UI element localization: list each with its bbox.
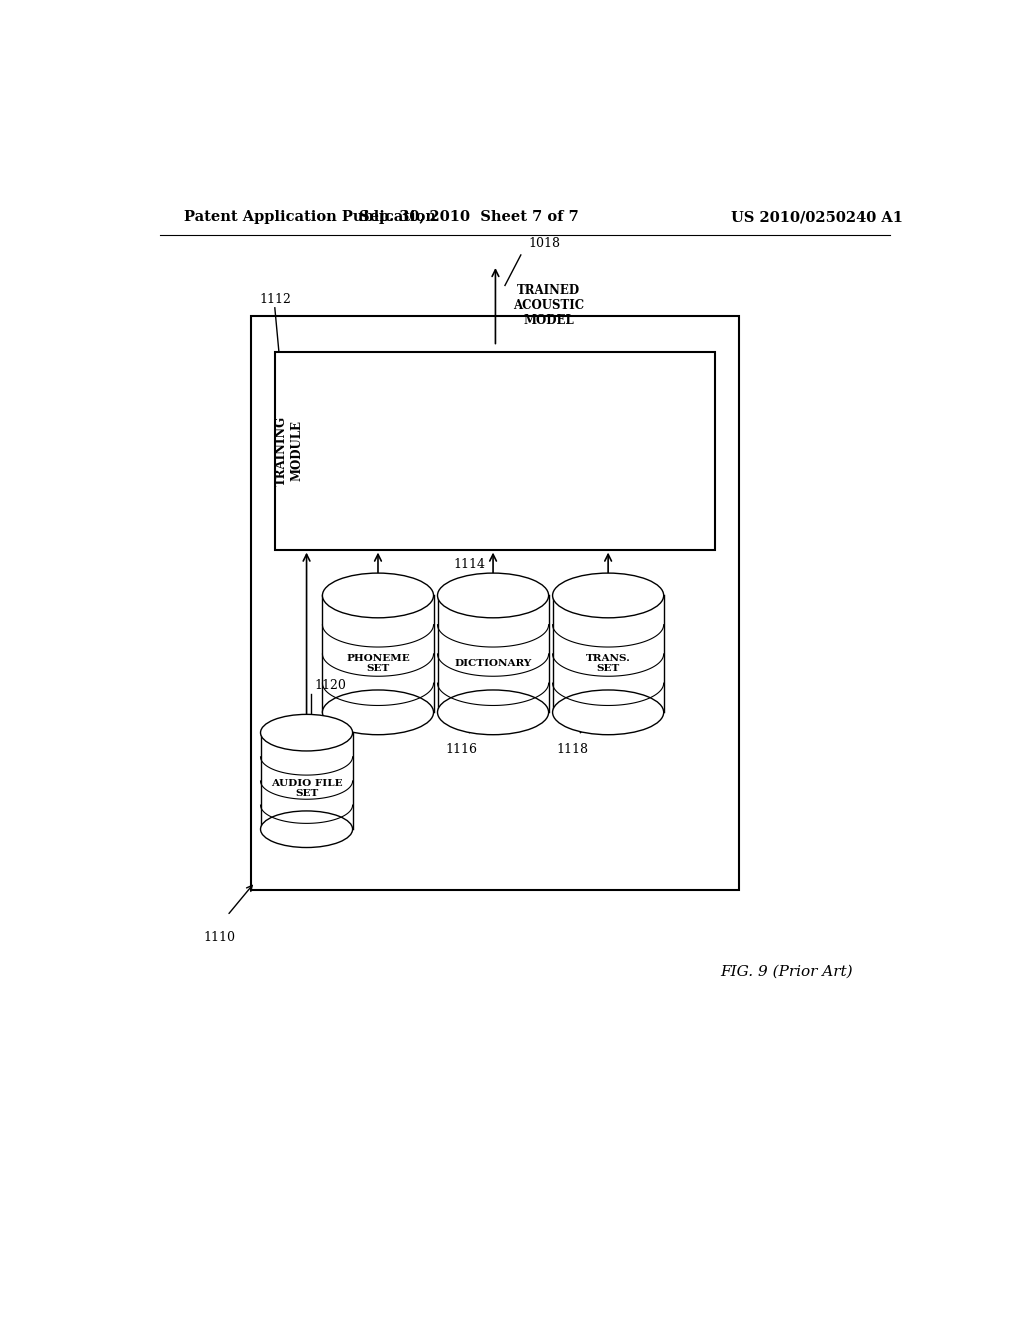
Text: 1120: 1120 <box>314 678 346 692</box>
Text: AUDIO FILE
SET: AUDIO FILE SET <box>270 779 342 799</box>
Ellipse shape <box>323 573 433 618</box>
Ellipse shape <box>260 810 352 847</box>
Ellipse shape <box>323 690 433 735</box>
FancyBboxPatch shape <box>437 595 549 713</box>
Text: PHONEME
SET: PHONEME SET <box>346 653 410 673</box>
Ellipse shape <box>553 690 664 735</box>
Text: 1116: 1116 <box>445 743 477 756</box>
Ellipse shape <box>437 573 549 618</box>
Text: US 2010/0250240 A1: US 2010/0250240 A1 <box>731 210 903 224</box>
Ellipse shape <box>260 714 352 751</box>
Text: 1110: 1110 <box>204 931 236 944</box>
FancyBboxPatch shape <box>260 733 352 829</box>
Text: 1018: 1018 <box>528 236 561 249</box>
FancyBboxPatch shape <box>323 595 433 713</box>
Text: 1114: 1114 <box>454 558 485 570</box>
Bar <box>251 315 739 890</box>
Bar <box>274 351 715 549</box>
FancyBboxPatch shape <box>553 595 664 713</box>
Ellipse shape <box>437 690 549 735</box>
Ellipse shape <box>553 573 664 618</box>
Text: Sep. 30, 2010  Sheet 7 of 7: Sep. 30, 2010 Sheet 7 of 7 <box>359 210 580 224</box>
Text: TRANS.
SET: TRANS. SET <box>586 653 631 673</box>
Text: Patent Application Publication: Patent Application Publication <box>183 210 435 224</box>
Text: DICTIONARY: DICTIONARY <box>455 659 531 668</box>
Text: FIG. 9 (Prior Art): FIG. 9 (Prior Art) <box>720 965 853 978</box>
Text: 1112: 1112 <box>259 293 291 306</box>
Text: 1118: 1118 <box>557 743 589 756</box>
Text: TRAINING
MODULE: TRAINING MODULE <box>275 416 303 486</box>
Text: TRAINED
ACOUSTIC
MODEL: TRAINED ACOUSTIC MODEL <box>513 284 584 327</box>
